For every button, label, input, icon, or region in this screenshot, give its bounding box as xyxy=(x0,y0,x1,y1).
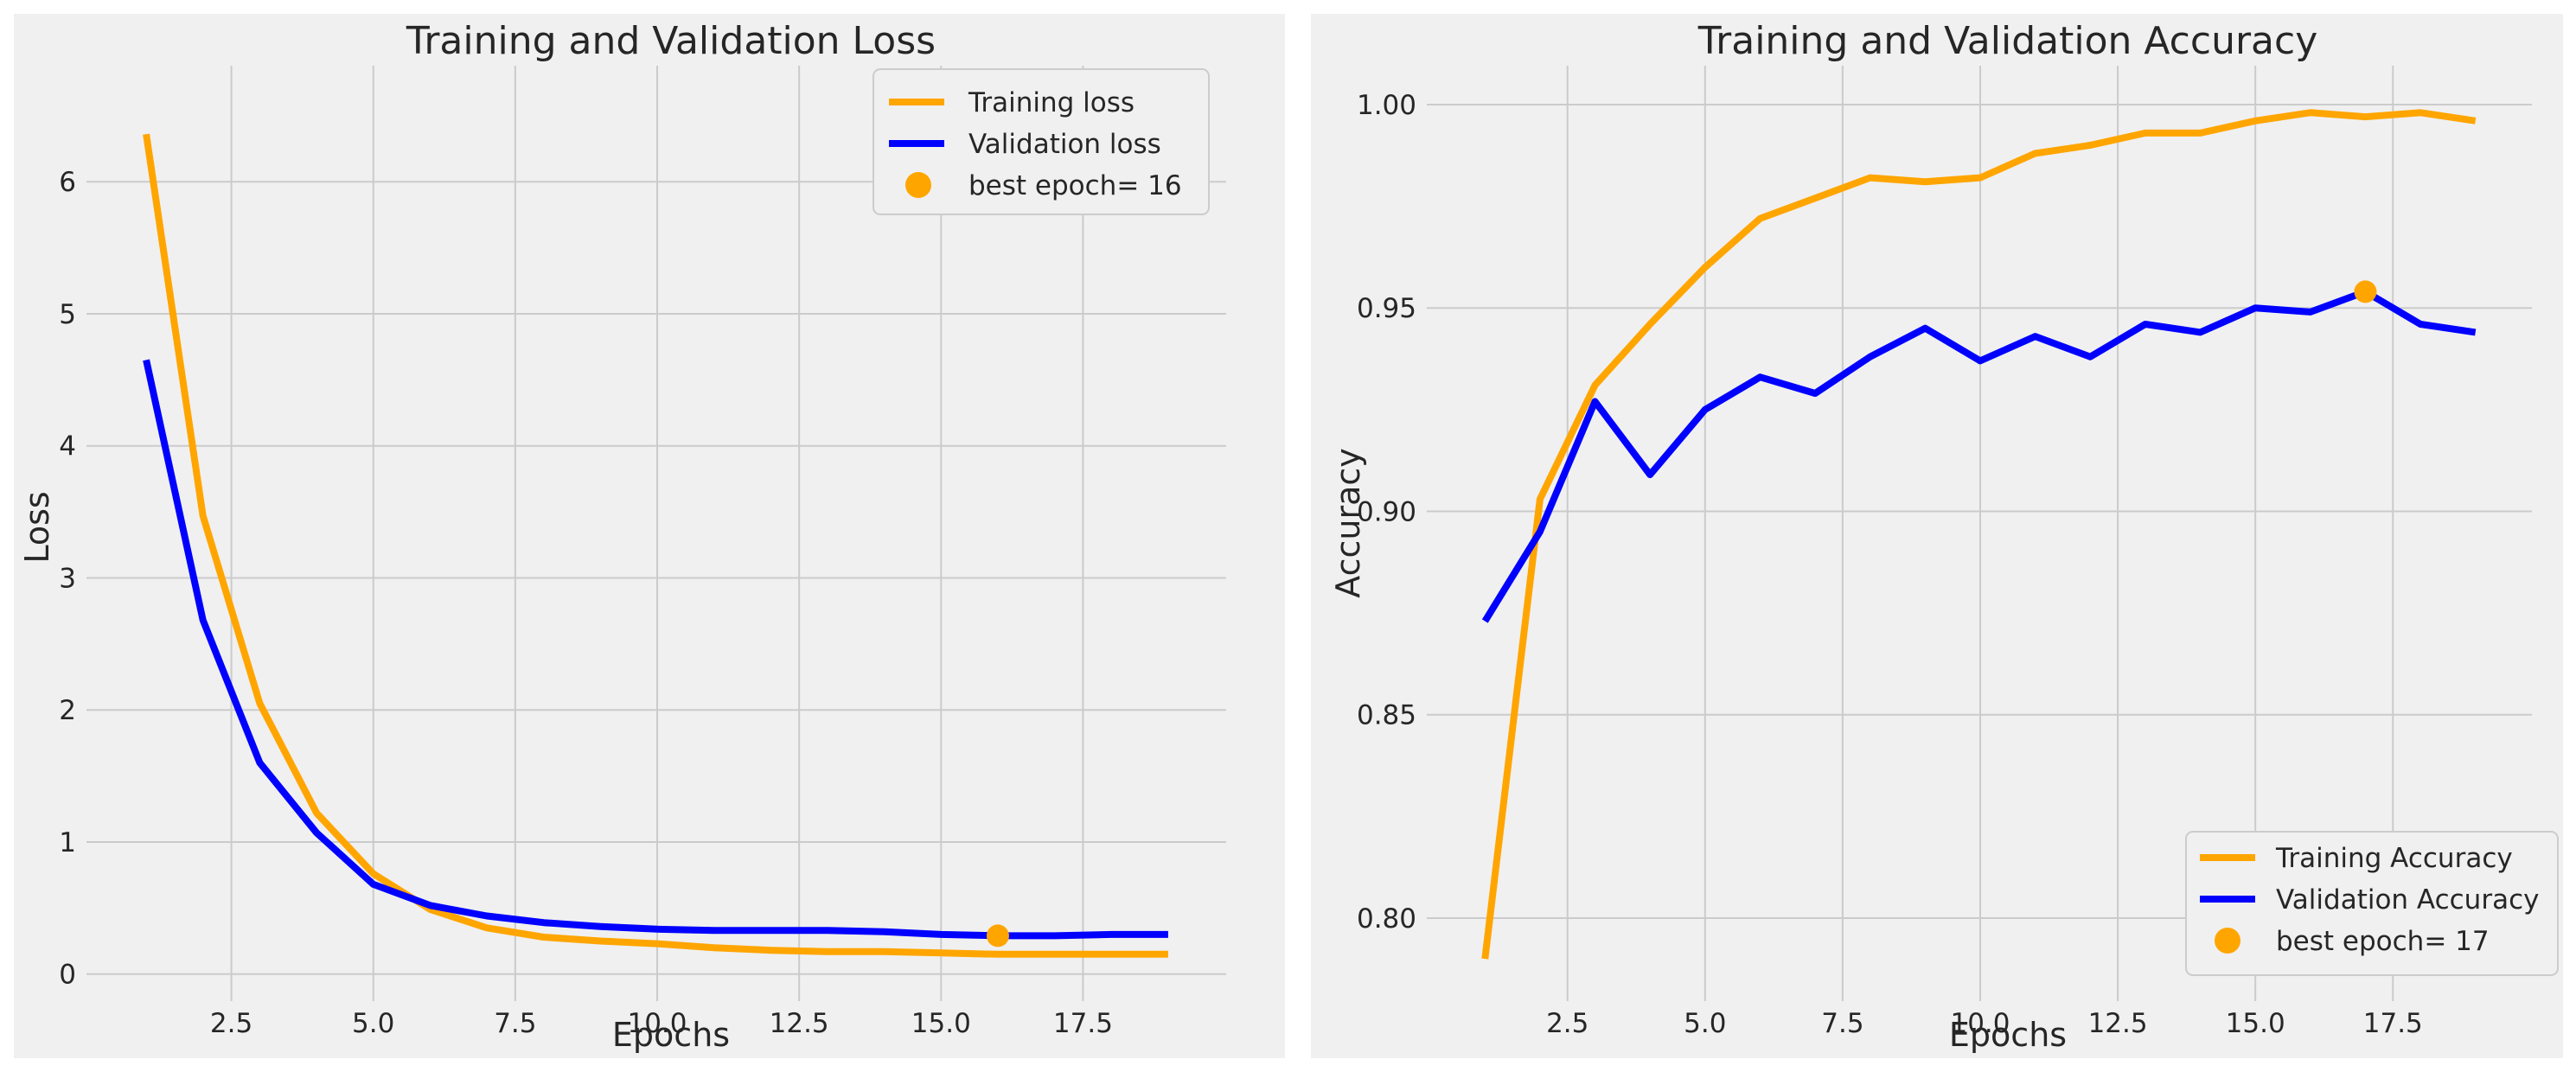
accuracy-x-tick-label: 15.0 xyxy=(2226,1008,2285,1039)
loss-legend-box xyxy=(873,68,1210,215)
accuracy-best-epoch-marker xyxy=(2354,280,2377,303)
loss-legend-validation-label: Validation loss xyxy=(968,129,1161,160)
accuracy-y-tick-label: 1.00 xyxy=(1357,90,1416,121)
loss-x-tick-label: 7.5 xyxy=(494,1008,536,1039)
loss-tick-labels: 2.5 5.0 7.5 10.0 12.5 15.0 17.5 0 1 2 3 4 5 6 xyxy=(59,167,1113,1039)
loss-series-training-loss xyxy=(143,133,1168,958)
accuracy-legend-validation-label: Validation Accuracy xyxy=(2276,884,2539,916)
loss-chart: 2.5 5.0 7.5 10.0 12.5 15.0 17.5 0 1 2 3 4 5 6 Trainin… xyxy=(14,14,1285,1058)
accuracy-series-validation-accuracy xyxy=(1481,288,2477,623)
accuracy-legend-training-label: Training Accuracy xyxy=(2275,843,2513,874)
accuracy-chart-title: Training and Validation Accuracy xyxy=(1697,19,2318,63)
accuracy-x-tick-label: 12.5 xyxy=(2088,1008,2148,1039)
loss-best-epoch-marker xyxy=(986,924,1009,948)
accuracy-plot-area xyxy=(1481,109,2477,960)
accuracy-y-axis-label: Accuracy xyxy=(1329,448,1367,598)
accuracy-legend-best-label: best epoch= 17 xyxy=(2276,926,2490,957)
accuracy-tick-labels: 2.5 5.0 7.5 10.0 12.5 15.0 17.5 0.80 0.85 0.90 0.9… xyxy=(1357,90,2423,1039)
loss-y-axis-label: Loss xyxy=(18,491,56,563)
loss-y-tick-label: 2 xyxy=(59,695,76,726)
loss-legend-training-label: Training loss xyxy=(968,87,1135,118)
accuracy-chart: 2.5 5.0 7.5 10.0 12.5 15.0 17.5 0.80 0.85 0.90 0.9… xyxy=(1311,14,2563,1058)
loss-x-tick-label: 2.5 xyxy=(210,1008,252,1039)
loss-x-tick-label: 5.0 xyxy=(352,1008,394,1039)
loss-x-tick-label: 12.5 xyxy=(770,1008,829,1039)
loss-legend-best-marker xyxy=(905,172,931,198)
loss-grid xyxy=(86,66,1226,1001)
accuracy-y-tick-label: 0.80 xyxy=(1357,903,1416,935)
loss-x-axis-label: Epochs xyxy=(612,1016,730,1054)
loss-x-tick-label: 17.5 xyxy=(1053,1008,1113,1039)
accuracy-x-tick-label: 2.5 xyxy=(1546,1008,1588,1039)
accuracy-y-tick-label: 0.95 xyxy=(1357,293,1416,324)
loss-legend-best-label: best epoch= 16 xyxy=(968,170,1182,201)
accuracy-legend-best-marker xyxy=(2215,928,2240,954)
accuracy-series-training-accuracy xyxy=(1481,109,2477,960)
loss-y-tick-label: 6 xyxy=(59,167,76,198)
loss-y-tick-label: 0 xyxy=(59,960,76,991)
loss-x-tick-label: 15.0 xyxy=(911,1008,971,1039)
accuracy-x-tick-label: 17.5 xyxy=(2363,1008,2423,1039)
accuracy-legend: Training Accuracy Validation Accuracy be… xyxy=(2185,831,2559,976)
loss-y-tick-label: 3 xyxy=(59,563,76,594)
loss-x-tick-label: 10.0 xyxy=(627,1008,687,1039)
loss-y-tick-label: 1 xyxy=(59,827,76,858)
loss-y-tick-label: 5 xyxy=(59,299,76,330)
accuracy-x-tick-label: 10.0 xyxy=(1950,1008,2010,1039)
accuracy-x-axis-label: Epochs xyxy=(1949,1016,2067,1054)
accuracy-x-tick-label: 5.0 xyxy=(1684,1008,1726,1039)
accuracy-x-tick-label: 7.5 xyxy=(1821,1008,1863,1039)
loss-chart-title: Training and Validation Loss xyxy=(406,19,936,63)
accuracy-legend-box xyxy=(2185,831,2559,976)
loss-plot-area xyxy=(143,133,1168,958)
loss-legend: Training loss Validation loss best epoch… xyxy=(873,68,1210,215)
accuracy-y-tick-label: 0.85 xyxy=(1357,700,1416,731)
accuracy-y-tick-label: 0.90 xyxy=(1357,496,1416,527)
loss-y-tick-label: 4 xyxy=(59,431,76,463)
